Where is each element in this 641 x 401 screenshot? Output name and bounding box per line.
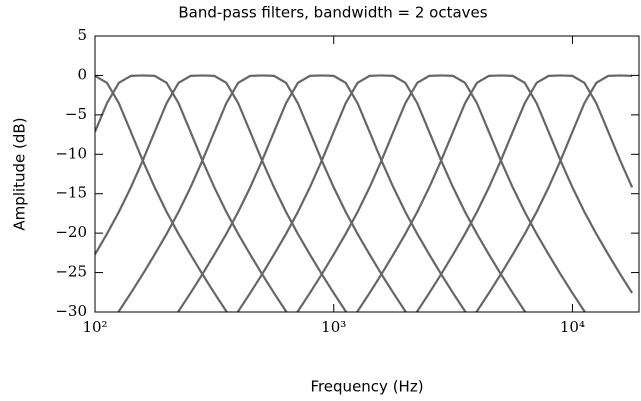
y-tick-label: −30 — [55, 302, 87, 320]
filter-curve — [236, 74, 527, 312]
x-tick-label: 10⁴ — [560, 318, 585, 336]
y-tick-label: −20 — [55, 223, 87, 241]
filter-curve — [117, 74, 408, 312]
plot-frame — [94, 35, 640, 313]
y-tick-label: 5 — [77, 26, 87, 44]
y-axis-label: Amplitude (dB) — [11, 117, 29, 230]
filter-curve — [355, 74, 634, 312]
y-tick-label: −15 — [55, 184, 87, 202]
chart-title: Band-pass filters, bandwidth = 2 octaves — [178, 4, 487, 22]
filter-curve — [475, 74, 633, 312]
x-tick-label: 10³ — [321, 318, 346, 336]
filter-curve — [176, 74, 467, 312]
y-tick-label: −25 — [55, 263, 87, 281]
plot-lines — [95, 74, 634, 312]
filter-curve — [95, 74, 229, 312]
filter-curve — [95, 74, 348, 312]
y-tick-label: −5 — [65, 105, 87, 123]
filter-curve — [296, 74, 587, 312]
filter-curve — [95, 74, 288, 312]
y-tick-label: 0 — [77, 65, 87, 83]
y-tick-label: −10 — [55, 144, 87, 162]
filter-curve — [415, 74, 634, 312]
x-tick-label: 10² — [82, 318, 107, 336]
x-axis-label: Frequency (Hz) — [310, 378, 423, 396]
